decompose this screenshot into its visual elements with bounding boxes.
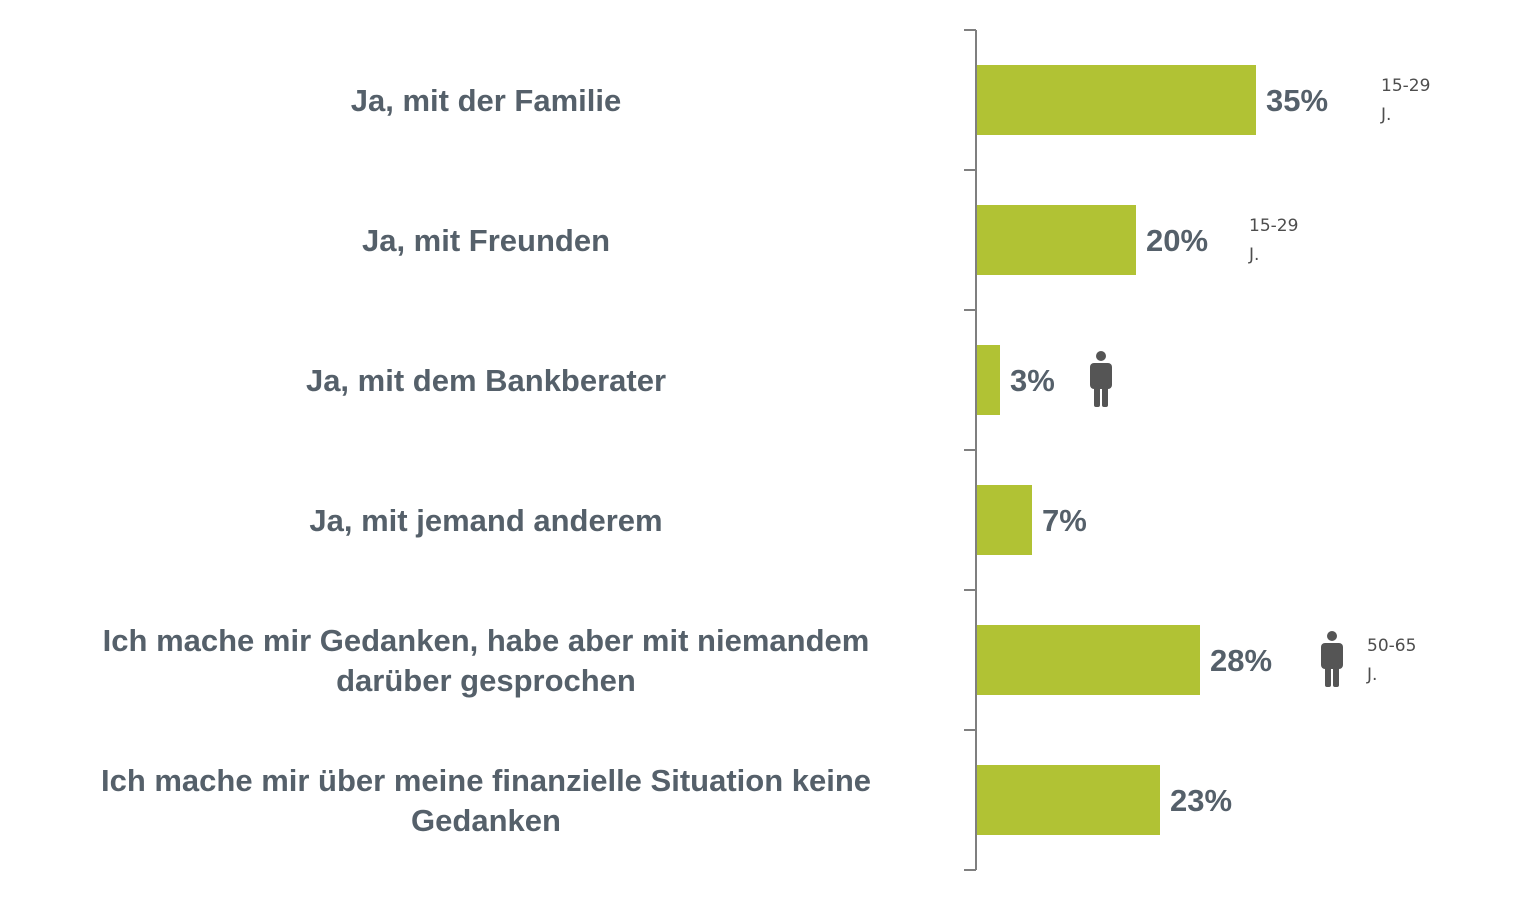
value-label: 7% [1042,503,1087,538]
bar [976,625,1200,695]
value-labels: 35% 20% 3% 7% 28% 23% [1010,83,1328,818]
y-axis [964,29,977,871]
value-label: 23% [1170,783,1232,818]
age-group-label: 15-29 [1381,76,1430,96]
category-label: Ich mache mir Gedanken, habe aber mit ni… [103,623,870,658]
age-group-label: 50-65 [1367,636,1416,656]
bar [976,345,1000,415]
age-group-label: J. [1380,105,1391,125]
bar [976,765,1160,835]
category-label: Ja, mit jemand anderem [309,503,662,538]
bar [976,205,1136,275]
category-label: Ja, mit dem Bankberater [306,363,666,398]
category-labels: Ja, mit der Familie Ja, mit Freunden Ja, m… [101,83,871,838]
bars [976,65,1256,835]
person-icon [1090,351,1112,407]
category-label: Ja, mit der Familie [351,83,622,118]
bar [976,65,1256,135]
category-label: Gedanken [411,803,561,838]
category-label: Ja, mit Freunden [362,223,610,258]
person-icon [1321,631,1343,687]
age-group-label: 15-29 [1249,216,1298,236]
bar [976,485,1032,555]
category-label: Ich mache mir über meine finanzielle Sit… [101,763,871,798]
value-label: 28% [1210,643,1272,678]
age-group-label: J. [1248,245,1259,265]
value-label: 3% [1010,363,1055,398]
value-label: 20% [1146,223,1208,258]
value-label: 35% [1266,83,1328,118]
annotations: 15-29 J. 15-29 J. 50-65 J. [1090,76,1430,687]
category-label: darüber gesprochen [336,663,636,698]
age-group-label: J. [1366,665,1377,685]
